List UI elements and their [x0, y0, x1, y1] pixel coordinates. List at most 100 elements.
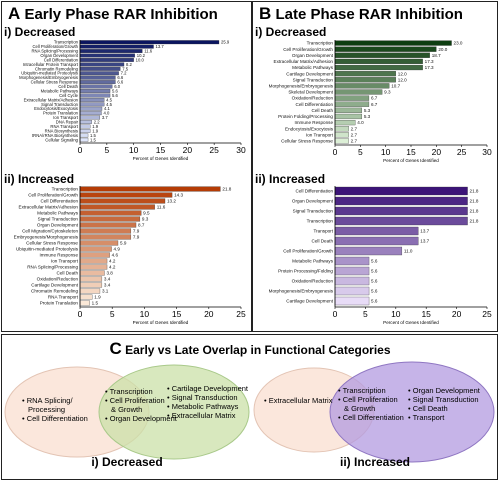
bar-a_inc-13 — [79, 264, 108, 270]
category-label-a_inc-15: Oxidation/Reduction — [37, 277, 79, 282]
venn-decreased-center-item-3: • Organ Development — [105, 414, 178, 423]
bar-b_inc-9 — [334, 276, 370, 286]
category-label-a_dec-14: Signal Transduction — [41, 102, 79, 107]
category-label-b_dec-12: Protein Folding/Processing — [278, 114, 333, 119]
category-label-b_inc-9: Oxidation/Reduction — [292, 279, 334, 284]
venn-decreased-right-item-2: • Metabolic Pathways — [167, 402, 239, 411]
x-tick-label-b_inc-5: 25 — [482, 309, 492, 319]
bar-a_dec-13 — [79, 97, 105, 102]
x-tick-label-b_inc-1: 5 — [363, 309, 368, 319]
chart-a-increased: Transcription 21.8 Cell Proliferation/Grow… — [14, 186, 246, 325]
data-label-a_dec-15: 4.1 — [104, 106, 111, 111]
category-label-b_inc-7: Metabolic Pathways — [292, 259, 334, 264]
data-label-b_dec-2: 18.7 — [432, 53, 441, 58]
data-label-a_inc-8: 7.9 — [133, 235, 140, 240]
bar-a_inc-11 — [79, 252, 110, 258]
data-label-b_inc-11: 5.6 — [371, 299, 378, 304]
bar-a_inc-14 — [79, 270, 105, 276]
x-tick-label-b_dec-5: 25 — [457, 147, 467, 157]
venn-increased-right-item-3: • Transport — [408, 413, 445, 422]
data-label-b_dec-6: 12.0 — [398, 77, 407, 82]
venn-decreased-right-item-1: • Signal Transduction — [167, 393, 238, 402]
x-tick-label-b_inc-3: 15 — [421, 309, 431, 319]
data-label-b_dec-15: 2.7 — [351, 132, 358, 137]
category-label-b_dec-6: Signal Transduction — [293, 77, 334, 82]
x-tick-label-a_dec-5: 25 — [209, 145, 219, 155]
bar-b_inc-10 — [334, 286, 370, 296]
category-label-a_dec-7: Ubiquitin-mediated Proteolysis — [21, 71, 78, 76]
data-label-a_inc-4: 9.5 — [143, 211, 150, 216]
category-label-b_dec-5: Cartilage Development — [286, 71, 333, 76]
data-label-a_inc-2: 13.2 — [167, 199, 176, 204]
category-label-a_dec-22: Cellular Signaling — [45, 137, 78, 142]
category-label-b_inc-0: Cell Differentiation — [296, 189, 334, 194]
x-tick-label-a_inc-3: 15 — [172, 309, 182, 319]
bar-b_dec-15 — [334, 132, 349, 138]
bar-b_dec-0 — [334, 40, 452, 46]
x-tick-label-a_inc-0: 0 — [78, 309, 83, 319]
data-label-b_dec-13: 4.0 — [357, 120, 364, 125]
data-label-a_inc-7: 7.9 — [133, 229, 140, 234]
bar-a_inc-17 — [79, 288, 101, 294]
bar-a_dec-20 — [79, 128, 91, 133]
data-label-a_dec-1: 13.7 — [156, 44, 165, 49]
data-label-b_dec-1: 20.0 — [438, 47, 447, 52]
panel-c-title: C Early vs Late Overlap in Functional Ca… — [0, 339, 500, 359]
data-label-a_dec-7: 7.2 — [121, 71, 128, 76]
bar-b_inc-8 — [334, 266, 370, 276]
x-tick-label-a_dec-0: 0 — [78, 145, 83, 155]
category-label-a_inc-3: Extracellular Matrix/Adhesion — [19, 205, 79, 210]
bar-b_dec-1 — [334, 46, 437, 52]
x-axis-label-a_dec: Percent of Genes Identified — [133, 156, 189, 161]
x-tick-label-a_dec-2: 10 — [129, 145, 139, 155]
category-label-a_dec-10: Cell Death — [58, 84, 78, 89]
venn-decreased-label: i) Decreased — [91, 455, 162, 469]
bar-a_inc-7 — [79, 228, 132, 234]
x-tick-label-a_inc-5: 25 — [236, 309, 246, 319]
category-label-a_inc-17: Chromatin Remodeling — [31, 289, 78, 294]
bar-a_dec-22 — [79, 137, 89, 142]
data-label-b_dec-16: 2.7 — [351, 139, 358, 144]
bar-a_inc-18 — [79, 294, 93, 300]
data-label-b_dec-4: 17.3 — [425, 65, 434, 70]
data-label-a_inc-16: 3.4 — [104, 283, 111, 288]
category-label-a_inc-9: Cellular Stress Response — [26, 241, 78, 246]
data-label-b_dec-14: 2.7 — [351, 126, 358, 131]
category-label-a_inc-14: Cell Death — [57, 271, 79, 276]
data-label-b_dec-9: 6.7 — [371, 96, 378, 101]
x-tick-label-b_dec-2: 10 — [381, 147, 391, 157]
category-label-a_inc-6: Organ Development — [37, 223, 79, 228]
data-label-b_dec-5: 12.0 — [398, 71, 407, 76]
category-label-b_dec-7: Morphogenesis/Embryogenesis — [269, 83, 334, 88]
category-label-b_dec-2: Organ Development — [292, 53, 334, 58]
category-label-b_inc-8: Protein Processing/Folding — [278, 269, 333, 274]
category-label-a_dec-2: RNA Splicing/Processing — [32, 49, 79, 54]
data-label-a_dec-6: 7.5 — [122, 66, 129, 71]
panel-b-title: B Late Phase RAR Inhibition — [259, 4, 463, 24]
venn-increased-label: ii) Increased — [340, 455, 410, 469]
bar-a_inc-16 — [79, 282, 103, 288]
data-label-a_dec-13: 4.5 — [106, 97, 113, 102]
category-label-b_inc-5: Cell Death — [312, 239, 334, 244]
panel-a-increased-label: ii) Increased — [4, 172, 75, 186]
data-label-a_dec-2: 11.6 — [144, 49, 153, 54]
data-label-b_inc-10: 5.6 — [371, 289, 378, 294]
x-tick-label-a_inc-4: 20 — [204, 309, 214, 319]
category-label-a_dec-8: Morphogenesis/Embryogenesis — [19, 75, 78, 80]
data-label-a_dec-20: 1.9 — [92, 128, 99, 133]
category-label-a_inc-16: Cartilage Development — [31, 283, 78, 288]
venn-decreased-left-item-0: • RNA Splicing/ — [22, 396, 73, 405]
venn-increased-right-item-2: • Cell Death — [408, 404, 448, 413]
category-label-b_dec-16: Cellular Stress Response — [281, 139, 333, 144]
venn-decreased-center-item-2: & Growth — [111, 405, 142, 414]
data-label-a_dec-11: 5.6 — [112, 88, 119, 93]
panel-a-title: A Early Phase RAR Inhibition — [8, 4, 218, 24]
category-label-a_dec-15: Endocytosis/Exocytosis — [34, 106, 78, 111]
x-tick-label-b_dec-3: 15 — [406, 147, 416, 157]
bar-a_inc-2 — [79, 198, 166, 204]
data-label-a_dec-22: 1.5 — [90, 137, 97, 142]
category-label-a_dec-12: Cell Cycle — [59, 93, 79, 98]
venn-increased-center-item-3: • Cell Differentiation — [338, 413, 404, 422]
category-label-a_inc-11: Immune Response — [39, 253, 78, 258]
data-label-a_inc-18: 1.9 — [94, 295, 101, 300]
